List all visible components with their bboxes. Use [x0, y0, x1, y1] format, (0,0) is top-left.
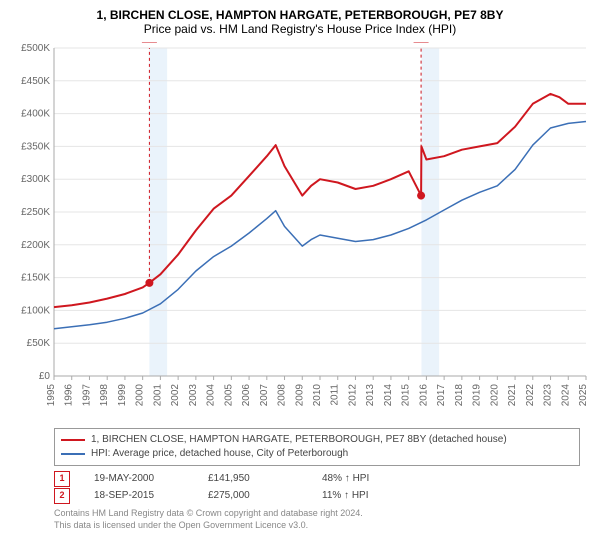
svg-text:2003: 2003: [188, 384, 199, 407]
svg-text:£150K: £150K: [21, 273, 50, 284]
svg-text:1998: 1998: [99, 384, 110, 407]
svg-text:£450K: £450K: [21, 76, 50, 87]
svg-text:£350K: £350K: [21, 141, 50, 152]
marker-price: £275,000: [208, 487, 298, 504]
svg-text:2004: 2004: [206, 384, 217, 407]
footnote-line: Contains HM Land Registry data © Crown c…: [54, 508, 580, 520]
legend-label: HPI: Average price, detached house, City…: [91, 447, 348, 461]
svg-text:2013: 2013: [365, 384, 376, 407]
svg-text:2011: 2011: [330, 384, 341, 406]
svg-text:2022: 2022: [525, 384, 536, 407]
svg-text:£250K: £250K: [21, 207, 50, 218]
marker-row: 2 18-SEP-2015 £275,000 11% ↑ HPI: [54, 487, 580, 504]
marker-badge: 2: [54, 488, 70, 504]
svg-text:2016: 2016: [418, 384, 429, 407]
legend: 1, BIRCHEN CLOSE, HAMPTON HARGATE, PETER…: [54, 428, 580, 466]
marker-delta: 48% ↑ HPI: [322, 470, 369, 487]
svg-text:2021: 2021: [507, 384, 518, 407]
chart: £0 £50K £100K £150K £200K £250K £300K £350K £400…: [10, 42, 590, 422]
svg-text:£300K: £300K: [21, 174, 50, 185]
svg-text:2007: 2007: [259, 384, 270, 407]
chart-title: 1, BIRCHEN CLOSE, HAMPTON HARGATE, PETER…: [10, 8, 590, 22]
svg-text:2006: 2006: [241, 384, 252, 407]
marker-date: 19-MAY-2000: [94, 470, 184, 487]
chart-subtitle: Price paid vs. HM Land Registry's House …: [10, 22, 590, 36]
svg-text:2015: 2015: [401, 384, 412, 407]
legend-row: 1, BIRCHEN CLOSE, HAMPTON HARGATE, PETER…: [61, 433, 573, 447]
svg-text:2025: 2025: [578, 384, 589, 407]
svg-text:2012: 2012: [347, 384, 358, 407]
svg-text:2000: 2000: [135, 384, 146, 407]
marker-price: £141,950: [208, 470, 298, 487]
svg-text:2002: 2002: [170, 384, 181, 407]
svg-text:2024: 2024: [560, 384, 571, 407]
marker-delta: 11% ↑ HPI: [322, 487, 369, 504]
svg-text:£500K: £500K: [21, 43, 50, 54]
chart-svg: £0 £50K £100K £150K £200K £250K £300K £350K £400…: [10, 42, 590, 422]
svg-text:2001: 2001: [152, 384, 163, 407]
svg-text:2017: 2017: [436, 384, 447, 407]
svg-text:2023: 2023: [543, 384, 554, 407]
svg-text:2005: 2005: [223, 384, 234, 407]
legend-swatch: [61, 439, 85, 441]
svg-text:2014: 2014: [383, 384, 394, 407]
legend-swatch: [61, 453, 85, 455]
svg-text:2009: 2009: [294, 384, 305, 407]
svg-text:1997: 1997: [81, 384, 92, 407]
svg-text:2020: 2020: [489, 384, 500, 407]
svg-text:2010: 2010: [312, 384, 323, 407]
svg-text:1996: 1996: [64, 384, 75, 407]
legend-row: HPI: Average price, detached house, City…: [61, 447, 573, 461]
marker-badge: 1: [54, 471, 70, 487]
svg-text:£100K: £100K: [21, 305, 50, 316]
svg-text:2018: 2018: [454, 384, 465, 407]
marker-table: 1 19-MAY-2000 £141,950 48% ↑ HPI 2 18-SEP-201…: [54, 470, 580, 504]
svg-text:2008: 2008: [277, 384, 288, 407]
marker-row: 1 19-MAY-2000 £141,950 48% ↑ HPI: [54, 470, 580, 487]
svg-text:1999: 1999: [117, 384, 128, 407]
footnote-line: This data is licensed under the Open Gov…: [54, 520, 580, 532]
svg-text:£200K: £200K: [21, 240, 50, 251]
footnote: Contains HM Land Registry data © Crown c…: [54, 508, 580, 531]
svg-text:2019: 2019: [472, 384, 483, 407]
svg-text:£400K: £400K: [21, 109, 50, 120]
legend-label: 1, BIRCHEN CLOSE, HAMPTON HARGATE, PETER…: [91, 433, 507, 447]
marker-date: 18-SEP-2015: [94, 487, 184, 504]
svg-text:1995: 1995: [46, 384, 57, 407]
svg-text:£50K: £50K: [27, 338, 51, 349]
svg-text:£0: £0: [39, 371, 51, 382]
